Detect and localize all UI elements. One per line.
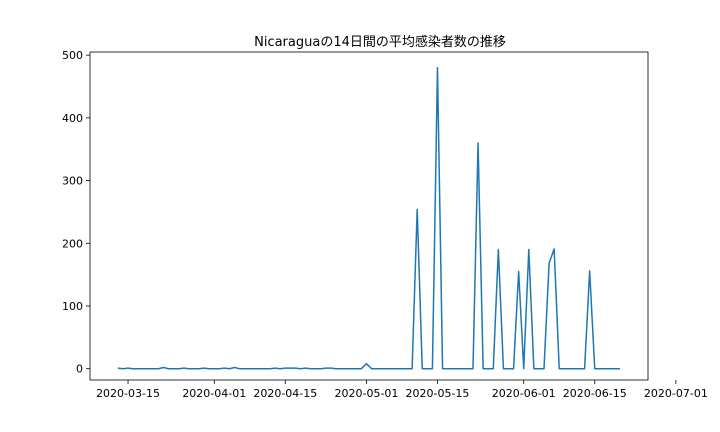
y-tick-label: 500 <box>62 49 83 62</box>
x-tick-label: 2020-03-15 <box>96 387 160 400</box>
y-tick-label: 0 <box>76 363 83 376</box>
x-tick-label: 2020-04-01 <box>182 387 246 400</box>
y-tick-label: 300 <box>62 175 83 188</box>
plot-frame <box>89 51 649 381</box>
chart-title: Nicaraguaの14日間の平均感染者数の推移 <box>254 34 506 50</box>
x-tick-label: 2020-05-15 <box>406 387 470 400</box>
x-tick-label: 2020-06-01 <box>492 387 556 400</box>
x-tick-label: 2020-07-01 <box>644 387 708 400</box>
x-tick-label: 2020-06-15 <box>563 387 627 400</box>
axes <box>89 51 649 381</box>
series-line-nicaragua <box>117 66 621 370</box>
y-tick-label: 100 <box>62 300 83 313</box>
x-tick-label: 2020-04-15 <box>253 387 317 400</box>
x-tick-label: 2020-05-01 <box>334 387 398 400</box>
ticks: 0 100 200 300 400 500 2020-03-15 2020-04-01 2020… <box>62 49 708 400</box>
y-tick-label: 200 <box>62 237 83 250</box>
y-tick-label: 400 <box>62 112 83 125</box>
series <box>117 66 621 370</box>
